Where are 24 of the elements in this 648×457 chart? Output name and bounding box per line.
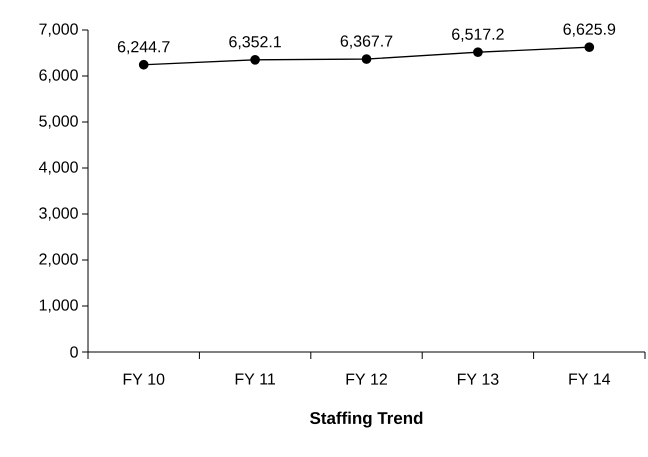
- y-tick-label: 2,000: [39, 253, 78, 267]
- point: [250, 54, 260, 65]
- data-label: 6,517.2: [452, 28, 504, 42]
- x-tick-label: FY 14: [569, 374, 610, 384]
- y-tick-label: 1,000: [40, 299, 78, 313]
- y-tick-label: 5,000: [39, 115, 78, 129]
- data-label: 6,625.9: [564, 24, 616, 37]
- data-label: 6,352.1: [229, 36, 281, 50]
- x-tick-label: FY 11: [236, 374, 275, 384]
- y-tick-label: 6,000: [39, 69, 78, 83]
- x-axis-title: Staffing Trend: [310, 412, 422, 428]
- point: [473, 47, 483, 58]
- point: [362, 54, 372, 64]
- data-label: 6,367.7: [340, 35, 392, 49]
- y-tick-label: 3,000: [39, 207, 78, 221]
- x-tick-label: FY 13: [458, 374, 498, 385]
- y-tick-label: 4,000: [38, 161, 78, 175]
- x-tick-label: FY 10: [124, 374, 164, 385]
- y-tick-label: 7,000: [39, 23, 78, 37]
- x-tick-label: FY 12: [346, 374, 387, 385]
- data-label: 6,244.7: [118, 41, 170, 54]
- point: [138, 60, 149, 70]
- point: [584, 42, 594, 52]
- y-tick-label: 0: [70, 346, 78, 358]
